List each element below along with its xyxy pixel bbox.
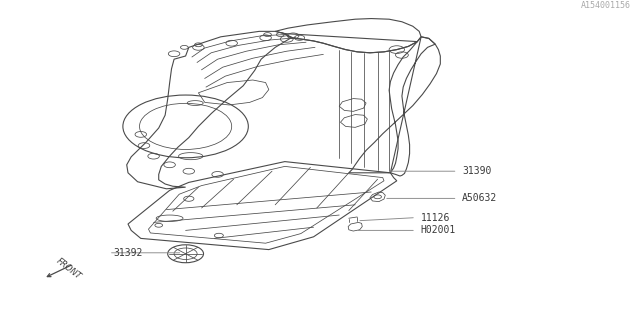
Text: 31392: 31392 — [113, 248, 143, 258]
Text: 11126: 11126 — [420, 212, 450, 223]
Text: FRONT: FRONT — [54, 256, 83, 281]
Text: H02001: H02001 — [420, 225, 456, 236]
Text: 31390: 31390 — [462, 166, 492, 176]
Text: A50632: A50632 — [462, 193, 497, 204]
Text: A154001156: A154001156 — [580, 1, 630, 10]
